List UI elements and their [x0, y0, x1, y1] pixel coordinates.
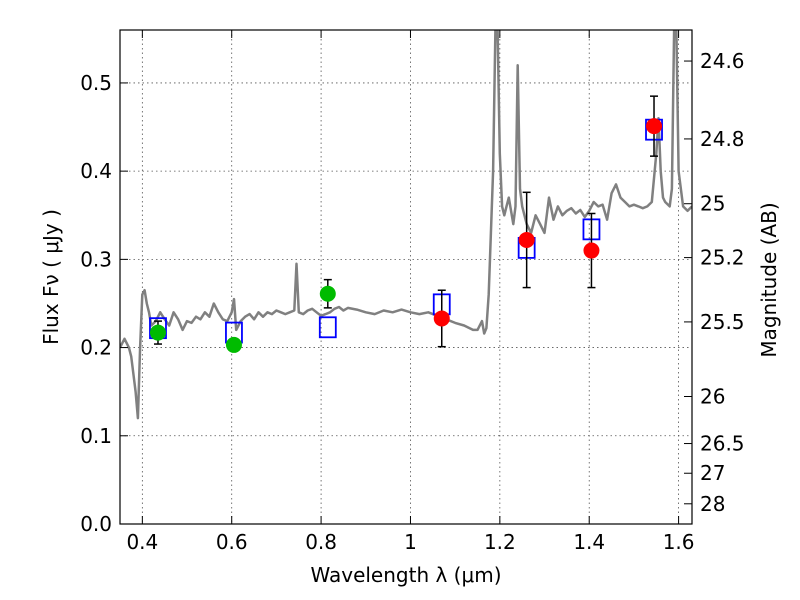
right-axis-title: Magnitude (AB): [757, 202, 781, 357]
right-tick-label: 25.2: [700, 246, 745, 270]
x-tick-label: 0.4: [126, 530, 158, 554]
x-tick-label: 1.6: [663, 530, 695, 554]
axis-ticks: 0.4 0.6 0.8 1 1.2 1.4 1.6 0.0 0.1 0.2 0.3 0.4 0.5 24.…: [80, 30, 745, 554]
model-square-point: [318, 316, 337, 339]
right-tick-label: 25: [700, 192, 725, 216]
right-tick-label: 24.6: [700, 49, 745, 73]
x-axis-title: Wavelength λ (μm): [310, 563, 501, 587]
y-tick-label: 0.3: [80, 247, 112, 271]
y-tick-label: 0.1: [80, 424, 112, 448]
grid-lines: [120, 30, 692, 525]
plot-area: [120, 30, 692, 420]
x-tick-label: 1.4: [573, 530, 605, 554]
x-tick-label: 1.2: [484, 530, 516, 554]
right-tick-label: 28: [700, 492, 725, 516]
spectrum-line: [120, 30, 692, 420]
y-tick-label: 0.2: [80, 336, 112, 360]
right-tick-label: 26: [700, 384, 725, 408]
x-tick-label: 0.8: [305, 530, 337, 554]
y-tick-label: 0.0: [80, 512, 112, 536]
x-tick-label: 0.6: [216, 530, 248, 554]
right-tick-label: 26.5: [700, 432, 745, 456]
x-tick-label: 1: [404, 530, 417, 554]
observed-flux-point: [149, 324, 166, 341]
right-tick-label: 27: [700, 461, 725, 485]
observed-flux-point: [433, 310, 450, 327]
observed-flux-point: [583, 242, 600, 259]
y-tick-label: 0.4: [80, 159, 112, 183]
y-axis-title: Flux Fν ( μJy ): [39, 209, 63, 345]
y-tick-label: 0.5: [80, 71, 112, 95]
right-tick-label: 24.8: [700, 127, 745, 151]
observed-flux-point: [319, 285, 336, 302]
observed-flux-point: [518, 231, 535, 248]
plot-frame: [119, 29, 693, 525]
observed-flux-point: [225, 336, 242, 353]
observed-flux-point: [646, 118, 663, 135]
right-tick-label: 25.5: [700, 310, 745, 334]
